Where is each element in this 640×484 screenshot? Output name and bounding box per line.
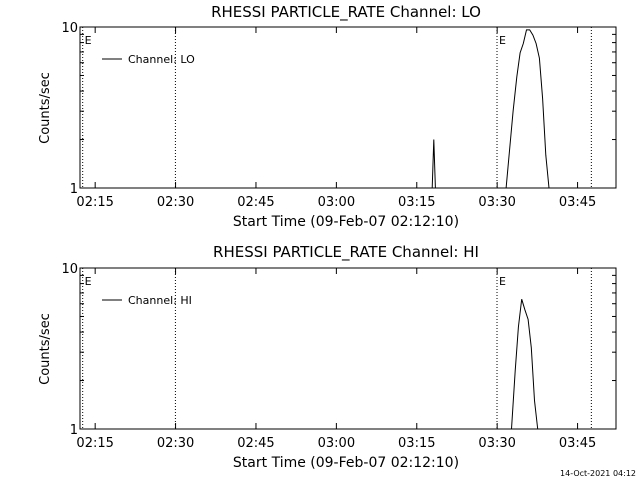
- x-tick-label-lo-6: 03:45: [559, 195, 596, 210]
- y-tick-label-hi-1: 10: [61, 262, 78, 277]
- event-label-hi-0: E: [85, 275, 92, 288]
- x-tick-label-hi-2: 02:45: [237, 436, 274, 451]
- plot-frame-hi: [79, 267, 617, 430]
- x-axis-label-hi: Start Time (09-Feb-07 02:12:10): [233, 455, 459, 471]
- y-tick-label-lo-1: 10: [61, 21, 78, 36]
- x-tick-label-hi-3: 03:00: [318, 436, 355, 451]
- y-axis-label-hi: Counts/sec: [38, 313, 53, 385]
- panel-hi-channel: RHESSI PARTICLE_RATE Channel: HI Start T…: [38, 243, 617, 471]
- chart-title-lo: RHESSI PARTICLE_RATE Channel: LO: [211, 3, 481, 22]
- panel-lo-channel: RHESSI PARTICLE_RATE Channel: LO Start T…: [38, 3, 617, 230]
- event-label-lo-2: E: [499, 34, 506, 47]
- series-line-lo-0: [429, 29, 550, 189]
- x-tick-label-hi-1: 02:30: [157, 436, 194, 451]
- x-tick-label-hi-0: 02:15: [76, 436, 113, 451]
- x-tick-label-lo-4: 03:15: [398, 195, 435, 210]
- y-axis-label-lo: Counts/sec: [38, 72, 53, 144]
- chart-title-hi: RHESSI PARTICLE_RATE Channel: HI: [213, 243, 479, 262]
- legend-entry-lo-0: Channel: LO: [128, 53, 195, 66]
- x-tick-label-hi-4: 03:15: [398, 436, 435, 451]
- event-label-hi-2: E: [499, 275, 506, 288]
- x-tick-label-lo-0: 02:15: [76, 195, 113, 210]
- x-tick-label-hi-5: 03:30: [478, 436, 515, 451]
- event-label-lo-0: E: [85, 34, 92, 47]
- date-stamp: 14-Oct-2021 04:12: [560, 469, 636, 478]
- legend-entry-hi-0: Channel: HI: [128, 294, 192, 307]
- plot-frame-lo: [79, 26, 617, 189]
- x-axis-label-lo: Start Time (09-Feb-07 02:12:10): [233, 214, 459, 230]
- y-tick-label-lo-0: 1: [70, 182, 78, 197]
- x-tick-label-lo-2: 02:45: [237, 195, 274, 210]
- x-tick-label-lo-3: 03:00: [318, 195, 355, 210]
- x-tick-label-lo-1: 02:30: [157, 195, 194, 210]
- x-tick-label-hi-6: 03:45: [559, 436, 596, 451]
- x-tick-label-lo-5: 03:30: [478, 195, 515, 210]
- series-line-hi-0: [506, 299, 539, 430]
- y-tick-label-hi-0: 1: [70, 423, 78, 438]
